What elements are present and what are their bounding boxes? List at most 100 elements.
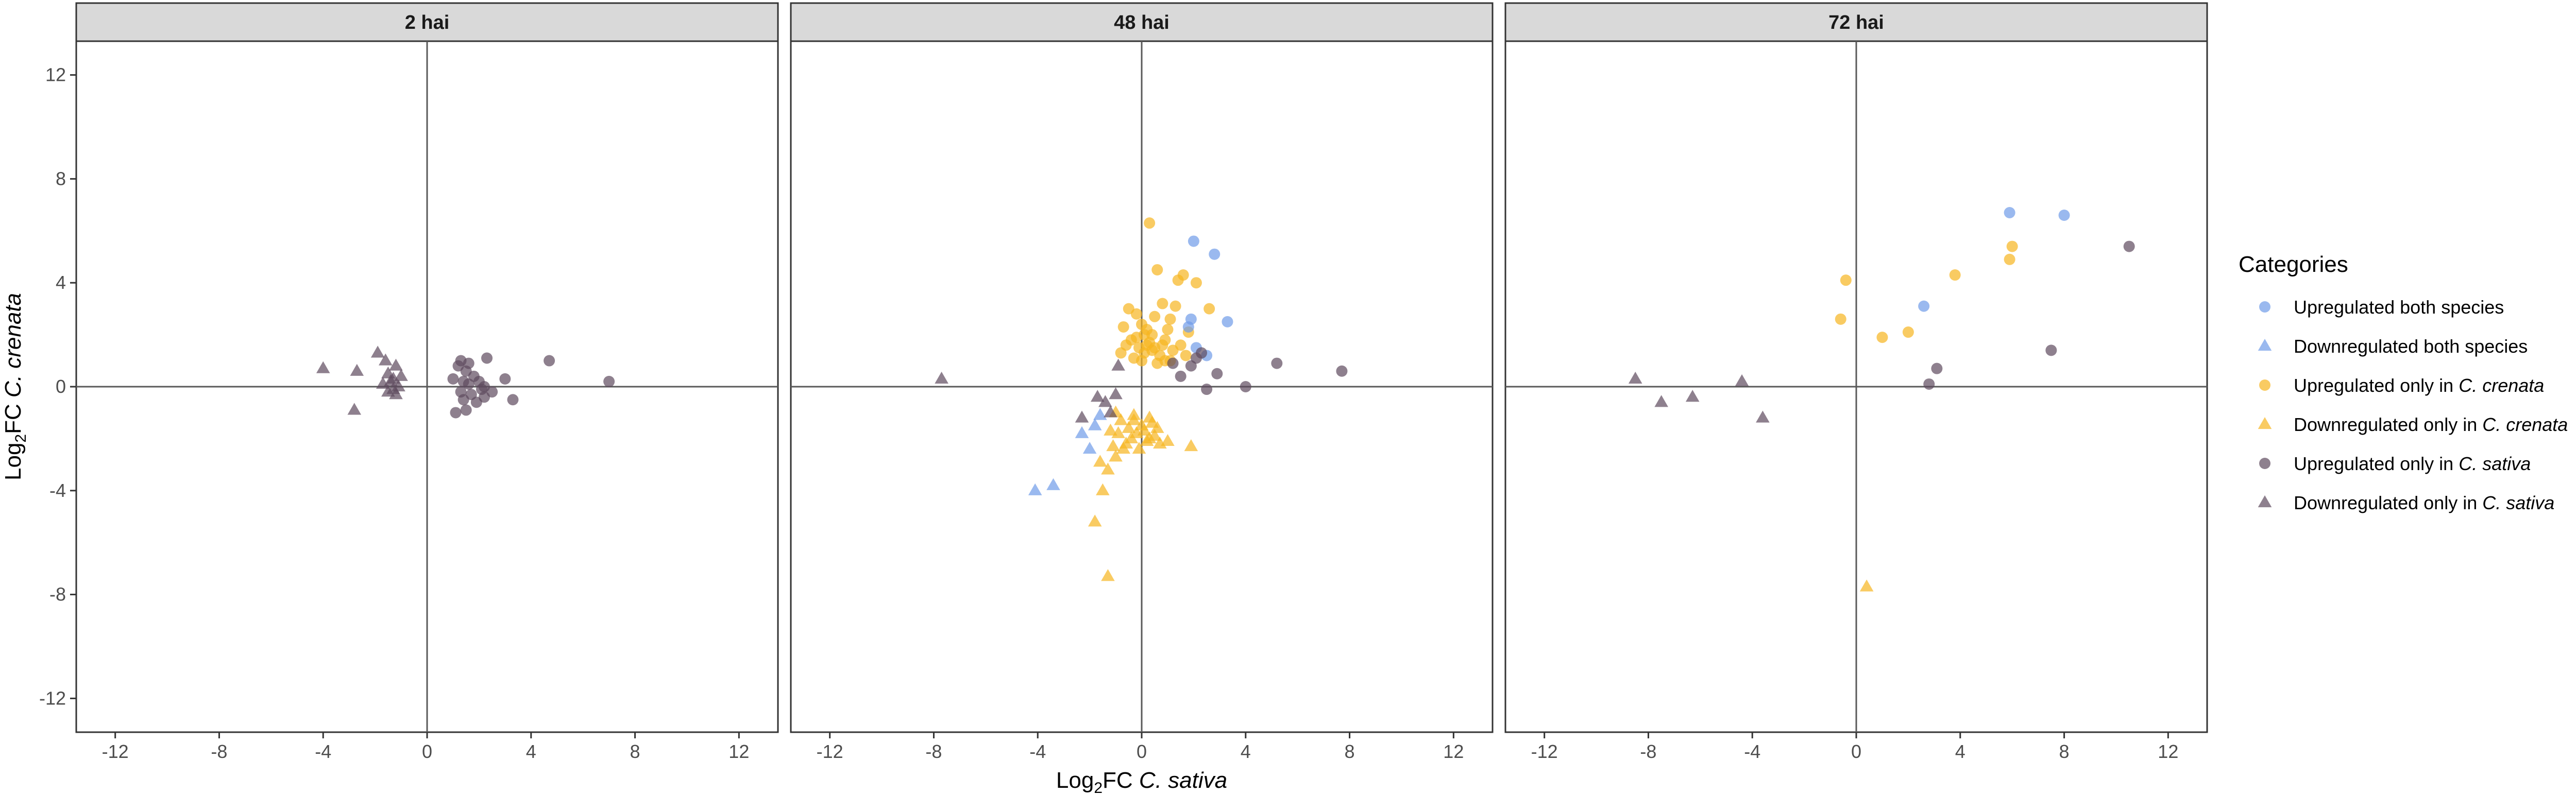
x-tick-label: 0 [1137, 741, 1147, 762]
data-point-up_crenata [1170, 300, 1181, 312]
data-point-up_sativa [1175, 370, 1187, 382]
legend-key-triangle [2258, 495, 2272, 508]
data-point-up_sativa [478, 381, 490, 392]
x-tick-label: -12 [1531, 741, 1558, 762]
data-point-down_sativa [935, 371, 948, 384]
data-point-down_both [1075, 426, 1089, 438]
legend-label-species: C. sativa [2482, 492, 2554, 513]
legend-label-text: Upregulated only in [2294, 375, 2459, 396]
facet-strip-label: 72 hai [1828, 12, 1884, 33]
legend-item-up_sativa: Upregulated only in C. sativa [2259, 453, 2531, 474]
data-point-up_sativa [1931, 362, 1943, 374]
data-point-down_crenata [1859, 579, 1874, 592]
legend-label-text: Downregulated only in [2294, 414, 2482, 435]
data-point-down_sativa [1075, 410, 1089, 423]
data-point-down_crenata [1106, 439, 1120, 452]
x-tick-label: 12 [728, 741, 749, 762]
legend-label: Upregulated only in C. crenata [2294, 375, 2544, 396]
legend-item-down_both: Downregulated both species [2258, 336, 2528, 357]
data-point-down_crenata [1142, 431, 1157, 444]
facet-strip [75, 2, 779, 42]
data-point-up_crenata [1151, 264, 1163, 275]
data-point-up_sativa [447, 373, 459, 385]
facet-strip-label: 2 hai [405, 12, 450, 33]
data-point-up_both [1222, 316, 1233, 327]
panels-layer: 2 hai -12 -8 -4 0 4 8 12 -12 -8 -4 0 4 8 12 48 hai -12 -8… [39, 2, 2208, 762]
data-point-up_crenata [1177, 269, 1189, 281]
data-point-down_sativa [386, 371, 400, 384]
x-tick-label: -4 [1744, 741, 1760, 762]
data-point-down_crenata [1184, 439, 1198, 452]
legend-label-species: C. crenata [2482, 414, 2568, 435]
y-tick-label: -12 [39, 687, 66, 708]
data-point-up_sativa [507, 394, 519, 406]
data-point-down_sativa [389, 358, 403, 371]
data-point-up_sativa [1201, 384, 1213, 395]
data-point-up_crenata [1902, 326, 1914, 338]
x-tick-label: 0 [1851, 741, 1861, 762]
data-point-down_sativa [1756, 410, 1770, 423]
legend-item-up_both: Upregulated both species [2259, 297, 2504, 318]
legend-label: Downregulated only in C. crenata [2294, 414, 2568, 435]
y-tick-label: 4 [56, 272, 66, 293]
legend-title: Categories [2239, 252, 2348, 277]
legend-label-text: Upregulated both species [2294, 297, 2504, 318]
legend-label-species: C. crenata [2459, 375, 2544, 396]
x-tick-label: 8 [2059, 741, 2070, 762]
data-point-up_crenata [2004, 253, 2015, 265]
data-point-up_crenata [1840, 274, 1852, 286]
y-tick-label: 8 [56, 168, 66, 189]
data-point-up_crenata [1130, 308, 1142, 320]
legend-key-triangle [2258, 339, 2272, 351]
data-point-up_both [1209, 248, 1221, 260]
x-axis-title-species: C. sativa [1139, 768, 1227, 793]
data-point-down_sativa [1685, 390, 1700, 402]
data-point-down_crenata [1137, 423, 1151, 436]
data-point-down_crenata [1114, 413, 1128, 425]
data-point-up_crenata [1157, 339, 1168, 351]
data-point-down_crenata [1119, 436, 1133, 449]
legend-label-text: Upregulated only in [2294, 453, 2459, 474]
x-tick-label: 4 [1955, 741, 1965, 762]
data-point-up_crenata [1876, 332, 1888, 343]
data-point-up_crenata [2006, 240, 2018, 252]
data-point-up_crenata [1190, 277, 1202, 289]
legend-label: Downregulated only in C. sativa [2294, 492, 2554, 513]
data-point-up_sativa [450, 407, 462, 419]
x-tick-label: -8 [211, 741, 227, 762]
data-point-down_sativa [1104, 405, 1117, 418]
data-point-down_crenata [1109, 450, 1123, 462]
data-point-down_crenata [1101, 569, 1115, 581]
x-tick-label: -8 [925, 741, 942, 762]
legend: Categories Upregulated both species Downre… [2239, 252, 2568, 513]
data-point-up_sativa [1271, 357, 1283, 369]
legend-label-text: Downregulated both species [2294, 336, 2528, 357]
x-axis-title-mid: FC [1103, 768, 1139, 793]
data-point-up_crenata [1146, 344, 1158, 356]
data-point-up_crenata [1175, 339, 1187, 351]
x-tick-label: 0 [422, 741, 432, 762]
legend-label-text: Downregulated only in [2294, 492, 2482, 513]
x-tick-label: 12 [2158, 741, 2178, 762]
x-tick-label: 8 [1345, 741, 1355, 762]
data-point-up_sativa [463, 357, 474, 369]
data-point-down_crenata [1104, 423, 1117, 436]
legend-key-circle [2259, 301, 2270, 313]
data-points [935, 217, 1348, 581]
y-tick-label: 0 [56, 376, 66, 397]
legend-label: Upregulated both species [2294, 297, 2504, 318]
legend-item-up_crenata: Upregulated only in C. crenata [2259, 375, 2544, 396]
panel-2-hai: 2 hai -12 -8 -4 0 4 8 12 -12 -8 -4 0 4 8 12 [39, 2, 779, 762]
legend-item-down_crenata: Downregulated only in C. crenata [2258, 414, 2568, 435]
data-point-up_both [2058, 210, 2070, 221]
data-point-down_sativa [370, 345, 385, 358]
x-tick-label: 4 [1241, 741, 1251, 762]
y-axis-title-prefix: Log [1, 443, 26, 480]
data-point-down_sativa [381, 385, 395, 397]
data-point-down_sativa [1098, 395, 1112, 407]
data-point-down_both [1028, 483, 1042, 495]
data-point-up_sativa [1211, 368, 1223, 379]
data-point-up_crenata [1180, 350, 1192, 361]
data-point-up_sativa [1336, 365, 1348, 377]
